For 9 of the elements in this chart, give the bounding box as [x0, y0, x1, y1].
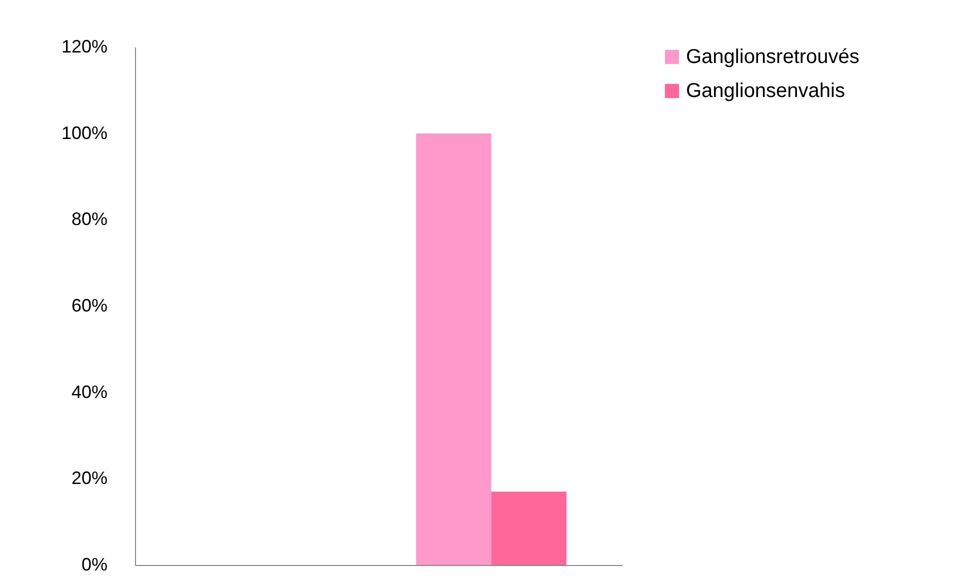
legend-label: Ganglionsenvahis [686, 80, 845, 102]
y-tick-label: 40% [71, 382, 108, 402]
y-tick-label: 0% [81, 554, 108, 574]
y-tick-label: 80% [71, 209, 108, 230]
y-tick-label: 20% [71, 468, 108, 488]
y-tick-label: 100% [61, 122, 108, 143]
y-tick-label: 60% [71, 296, 108, 316]
y-tick-label: 120% [61, 36, 108, 56]
legend-label: Ganglionsretrouvés [686, 46, 860, 68]
